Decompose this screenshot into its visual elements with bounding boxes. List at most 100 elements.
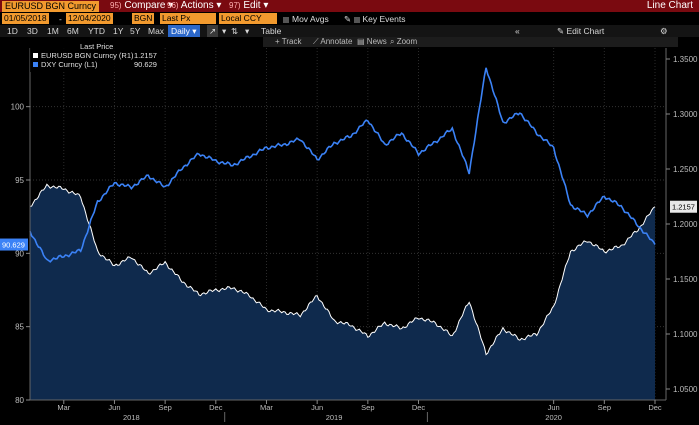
annotate-tool[interactable]: ⟋ Annotate [313, 37, 352, 47]
news-label: News [366, 37, 387, 46]
actions-hotkey: 96) [167, 1, 179, 10]
edit-label: Edit [243, 0, 261, 11]
right-y-axis: 1.0500 1.1000 1.1500 1.2000 1.2500 1.3000 1.35… [666, 55, 698, 394]
options-dropdown-icon[interactable]: ▾ [245, 26, 250, 36]
end-date-field[interactable]: 12/04/2020 [66, 13, 113, 24]
window-title: Line Chart [646, 0, 693, 11]
date-separator: - [59, 14, 62, 24]
compare-hotkey: 95) [110, 1, 122, 10]
sort-icon[interactable]: ⇅ [231, 26, 239, 36]
ticker-field[interactable]: EURUSD BGN Curncy [2, 1, 100, 12]
line-chart-type-icon[interactable]: ↗ [207, 25, 219, 37]
x-tick-label: Sep [598, 403, 611, 412]
mov-avgs-label: Mov Avgs [292, 14, 329, 24]
year-label: 2020 [545, 413, 562, 422]
legend-header: Last Price [80, 42, 114, 51]
legend-value-eurusd: 1.2157 [134, 51, 157, 60]
x-tick-label: Jun [311, 403, 323, 412]
source-field[interactable]: BGN [132, 13, 155, 24]
last-value-text-dxy: 90.629 [2, 241, 25, 250]
x-tick-label: Dec [412, 403, 426, 412]
right-tick-label: 1.3000 [673, 110, 698, 119]
range-1d[interactable]: 1D [7, 26, 18, 36]
legend-value-dxy: 90.629 [134, 60, 157, 69]
edit-chart-button[interactable]: ✎ Edit Chart [557, 25, 604, 37]
x-axis: Mar Jun Sep Dec Mar Jun Sep Dec Jun Sep Dec 2018 201… [57, 400, 662, 422]
dxy-series-line [29, 67, 656, 263]
last-value-tags: 90.629 1.2157 [0, 200, 697, 251]
chevron-down-icon: ▾ [263, 0, 269, 11]
compare-label: Compare [124, 0, 166, 11]
edit-menu[interactable]: 97) Edit ▾ [229, 0, 268, 12]
range-max[interactable]: Max [148, 26, 165, 36]
pencil-icon: ✎ [344, 14, 352, 24]
chevron-down-icon: ▾ [216, 0, 222, 11]
compare-menu[interactable]: 95) Compare ▾ [110, 0, 173, 12]
range-toolbar: 1D 3D 1M 6M YTD 1Y 5Y Max Daily ▾ ↗ ▾ ⇅ … [0, 25, 699, 37]
x-tick-label: Sep [361, 403, 374, 412]
actions-menu[interactable]: 96) Actions ▾ [167, 0, 221, 12]
last-value-text-eurusd: 1.2157 [672, 203, 695, 212]
left-tick-label: 100 [11, 103, 25, 112]
line-tool-icon: ⟋ [313, 37, 319, 46]
left-tick-label: 95 [15, 176, 24, 185]
eurusd-series-line [29, 183, 656, 356]
range-ytd[interactable]: YTD [88, 26, 105, 36]
range-3d[interactable]: 3D [27, 26, 38, 36]
news-tool[interactable]: ▤ News [357, 37, 387, 47]
range-1y[interactable]: 1Y [113, 26, 124, 36]
annotate-label: Annotate [320, 37, 353, 46]
table-button[interactable]: Table [261, 26, 282, 36]
legend-name-eurusd: EURUSD BGN Curncy (R1) [41, 51, 134, 60]
news-icon: ▤ [357, 37, 365, 46]
last-value-tag-dxy [0, 238, 28, 251]
mov-avgs-toggle[interactable]: Mov Avgs [283, 13, 329, 25]
left-tick-label: 85 [15, 323, 24, 332]
track-tool[interactable]: + Track [275, 37, 301, 47]
x-tick-label: Jun [548, 403, 560, 412]
right-tick-label: 1.1000 [673, 330, 698, 339]
zoom-icon: ⌕ [390, 37, 395, 46]
chart-type-dropdown-icon[interactable]: ▾ [222, 26, 227, 36]
currency-selector[interactable]: Local CCY [219, 13, 277, 24]
chevron-down-icon: ▾ [168, 0, 174, 11]
checkbox-icon [283, 16, 289, 23]
legend-swatch-dxy [33, 62, 38, 67]
start-date-field[interactable]: 01/05/2018 [2, 13, 49, 24]
right-tick-label: 1.3500 [673, 55, 698, 64]
x-tick-label: Jun [108, 403, 120, 412]
x-tick-label: Dec [648, 403, 662, 412]
legend-name-dxy: DXY Curncy (L1) [41, 60, 98, 69]
left-tick-label: 80 [15, 396, 24, 405]
track-label: Track [281, 37, 302, 46]
year-label: 2019 [326, 413, 343, 422]
range-6m[interactable]: 6M [67, 26, 79, 36]
left-tick-label: 90 [15, 249, 24, 258]
last-value-tag-eurusd [670, 200, 697, 213]
zoom-tool[interactable]: ⌕ Zoom [390, 37, 417, 47]
right-tick-label: 1.1500 [673, 275, 698, 284]
pencil-icon: ✎ [557, 26, 565, 36]
legend-swatch-eurusd [33, 53, 38, 58]
title-bar: EURUSD BGN Curncy 95) Compare ▾ 96) Acti… [0, 0, 699, 12]
x-tick-label: Sep [158, 403, 171, 412]
crosshair-icon: + [275, 37, 280, 46]
key-events-toggle[interactable]: ✎ Key Events [344, 13, 406, 25]
right-tick-label: 1.2000 [673, 220, 698, 229]
right-tick-label: 1.2500 [673, 165, 698, 174]
gear-icon[interactable]: ⚙ [660, 26, 668, 36]
actions-label: Actions [180, 0, 214, 11]
periodicity-dropdown[interactable]: Daily ▾ [168, 25, 200, 37]
range-5y[interactable]: 5Y [130, 26, 141, 36]
left-y-axis: 80 85 90 95 100 [11, 103, 30, 405]
year-label: 2018 [123, 413, 140, 422]
chart-tools-bar: + Track ⟋ Annotate ▤ News ⌕ Zoom [263, 37, 678, 47]
field-selector[interactable]: Last Px [160, 13, 216, 24]
dxy-series-area [30, 184, 655, 400]
collapse-panel-icon[interactable]: « [515, 26, 520, 36]
edit-chart-label: Edit Chart [566, 26, 605, 36]
zoom-label: Zoom [396, 37, 418, 46]
checkbox-icon [353, 16, 360, 23]
range-1m[interactable]: 1M [47, 26, 59, 36]
